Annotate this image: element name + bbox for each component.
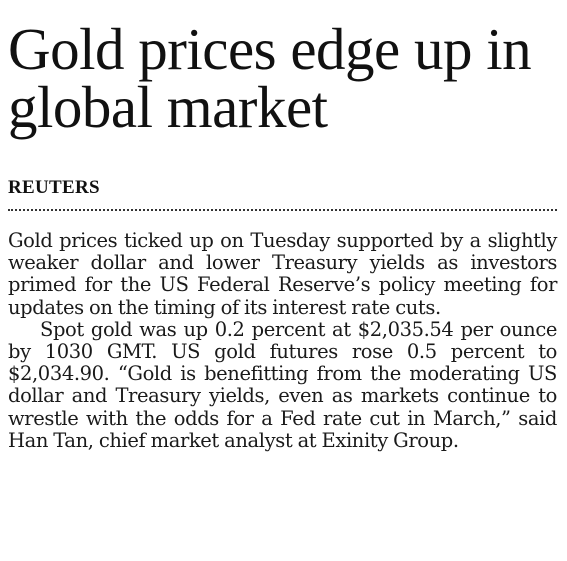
byline: REUTERS: [8, 177, 100, 198]
paragraph-2: Spot gold was up 0.2 percent at $2,035.5…: [8, 317, 557, 452]
article-body: Gold prices ticked up on Tuesday support…: [8, 229, 557, 452]
paragraph-1: Gold prices ticked up on Tuesday support…: [8, 229, 557, 319]
headline: Gold prices edge up in global market: [8, 16, 532, 140]
dotted-divider: [8, 209, 557, 211]
